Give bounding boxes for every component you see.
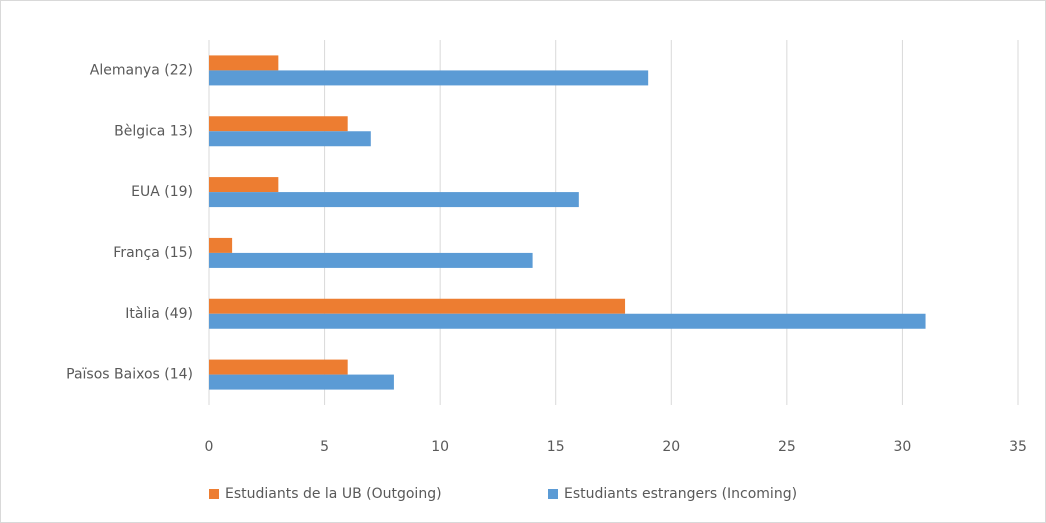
- y-tick-label: EUA (19): [131, 184, 193, 200]
- bar: [209, 252, 533, 268]
- legend-swatch: [209, 489, 219, 499]
- bar: [209, 177, 279, 193]
- y-tick-label: Bèlgica 13): [114, 123, 193, 139]
- bar: [209, 359, 348, 375]
- x-tick-label: 35: [1009, 439, 1027, 455]
- y-tick-label: Alemanya (22): [90, 62, 193, 78]
- x-tick-label: 10: [431, 439, 449, 455]
- legend-label: Estudiants estrangers (Incoming): [564, 486, 797, 502]
- legend-label: Estudiants de la UB (Outgoing): [225, 486, 442, 502]
- bar: [209, 313, 926, 329]
- bar: [209, 374, 394, 390]
- bar: [209, 55, 279, 71]
- bar: [209, 298, 626, 314]
- bar: [209, 131, 371, 147]
- legend-swatch: [548, 489, 558, 499]
- bar: [209, 237, 233, 253]
- bar: [209, 116, 348, 132]
- x-tick-label: 5: [320, 439, 329, 455]
- y-tick-label: Itàlia (49): [125, 306, 193, 322]
- y-tick-label: Països Baixos (14): [66, 367, 193, 383]
- x-tick-label: 15: [547, 439, 565, 455]
- bar: [209, 70, 649, 86]
- y-tick-label: França (15): [113, 245, 193, 261]
- x-tick-label: 25: [778, 439, 796, 455]
- x-tick-label: 30: [894, 439, 912, 455]
- x-tick-label: 20: [662, 439, 680, 455]
- x-tick-label: 0: [205, 439, 214, 455]
- bar: [209, 192, 579, 208]
